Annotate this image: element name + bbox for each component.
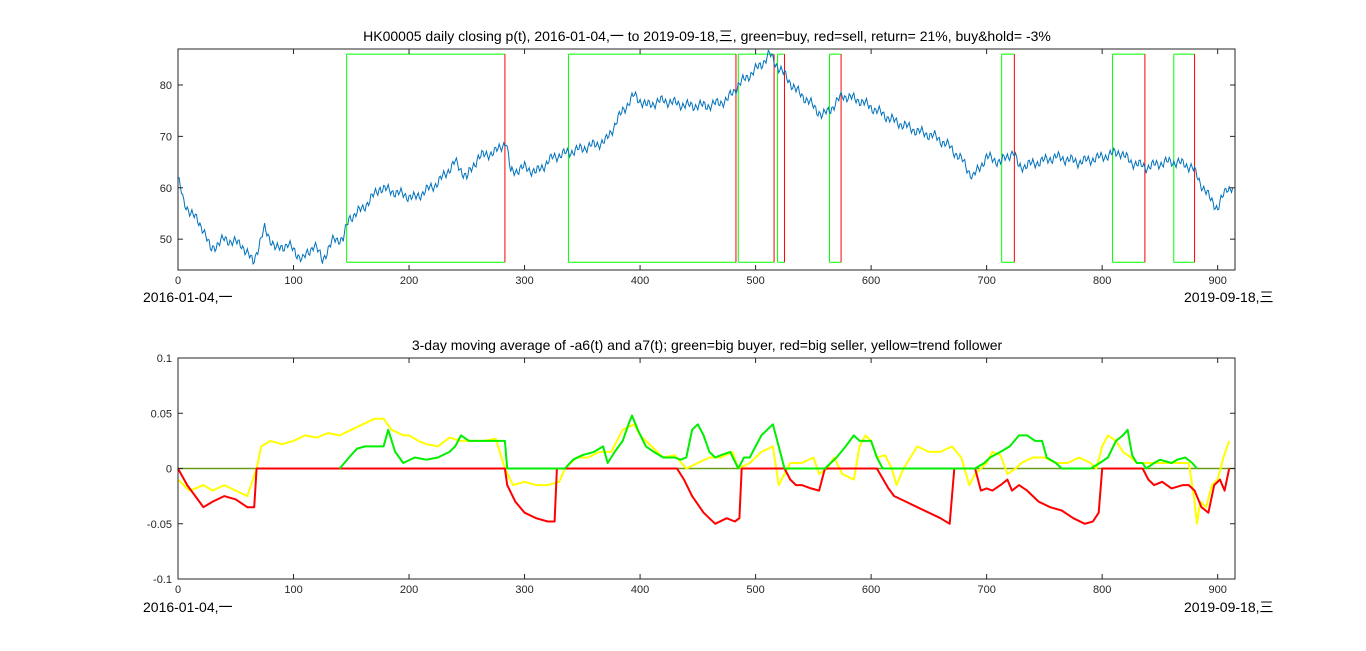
x-tick-label: 400: [631, 275, 649, 287]
x-tick-label: 600: [862, 275, 880, 287]
series-line-0: [177, 417, 1231, 525]
x-tick-label: 600: [862, 584, 880, 596]
moving-average-y-ticks: -0.1 -0.05 0 0.05 0.1: [147, 353, 1235, 586]
moving-average-start-date-label: 2016-01-04,一: [143, 599, 233, 615]
x-tick-label: 100: [284, 275, 302, 287]
price-chart-panel: HK00005 daily closing p(t), 2016-01-04,一…: [143, 28, 1274, 305]
y-tick-label: -0.05: [147, 519, 172, 531]
x-tick-label: 100: [284, 584, 302, 596]
trade-bands: [346, 53, 1196, 263]
x-tick-label: 700: [977, 584, 995, 596]
x-tick-label: 500: [746, 584, 764, 596]
price-plot-area: [178, 49, 1235, 270]
y-tick-label: 80: [160, 80, 172, 92]
price-start-date-label: 2016-01-04,一: [143, 289, 233, 305]
x-tick-label: 500: [746, 275, 764, 287]
series-line-2: [338, 414, 1198, 470]
series-line-1: [177, 467, 1231, 525]
moving-average-x-ticks: 0 100 200 300 400 500 600 700 800 900: [175, 358, 1227, 596]
moving-average-series: [177, 414, 1231, 525]
price-chart-title: HK00005 daily closing p(t), 2016-01-04,一…: [363, 28, 1051, 44]
x-tick-label: 0: [175, 275, 181, 287]
y-tick-label: 60: [160, 183, 172, 195]
moving-average-chart-panel: 3-day moving average of -a6(t) and a7(t)…: [143, 337, 1274, 615]
y-tick-label: 50: [160, 234, 172, 246]
x-tick-label: 300: [515, 584, 533, 596]
x-tick-label: 800: [1093, 584, 1111, 596]
x-tick-label: 200: [400, 584, 418, 596]
x-tick-label: 200: [400, 275, 418, 287]
y-tick-label: -0.1: [153, 574, 172, 586]
price-line: [177, 49, 1234, 265]
y-tick-label: 0.1: [157, 353, 172, 365]
x-tick-label: 900: [1208, 584, 1226, 596]
price-x-ticks: 0 100 200 300 400 500 600 700 800 900: [175, 49, 1227, 287]
price-y-ticks: 50 60 70 80: [160, 80, 1235, 246]
y-tick-label: 0: [166, 464, 172, 476]
x-tick-label: 300: [515, 275, 533, 287]
x-tick-label: 900: [1208, 275, 1226, 287]
x-tick-label: 400: [631, 584, 649, 596]
x-tick-label: 800: [1093, 275, 1111, 287]
x-tick-label: 700: [977, 275, 995, 287]
moving-average-chart-title: 3-day moving average of -a6(t) and a7(t)…: [412, 337, 1003, 353]
price-end-date-label: 2019-09-18,三: [1184, 289, 1274, 305]
y-tick-label: 0.05: [151, 408, 172, 420]
moving-average-end-date-label: 2019-09-18,三: [1184, 599, 1274, 615]
x-tick-label: 0: [175, 584, 181, 596]
price-axes-box: [177, 48, 1236, 271]
y-tick-label: 70: [160, 131, 172, 143]
